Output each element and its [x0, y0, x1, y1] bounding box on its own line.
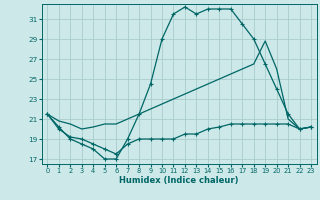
X-axis label: Humidex (Indice chaleur): Humidex (Indice chaleur): [119, 176, 239, 185]
